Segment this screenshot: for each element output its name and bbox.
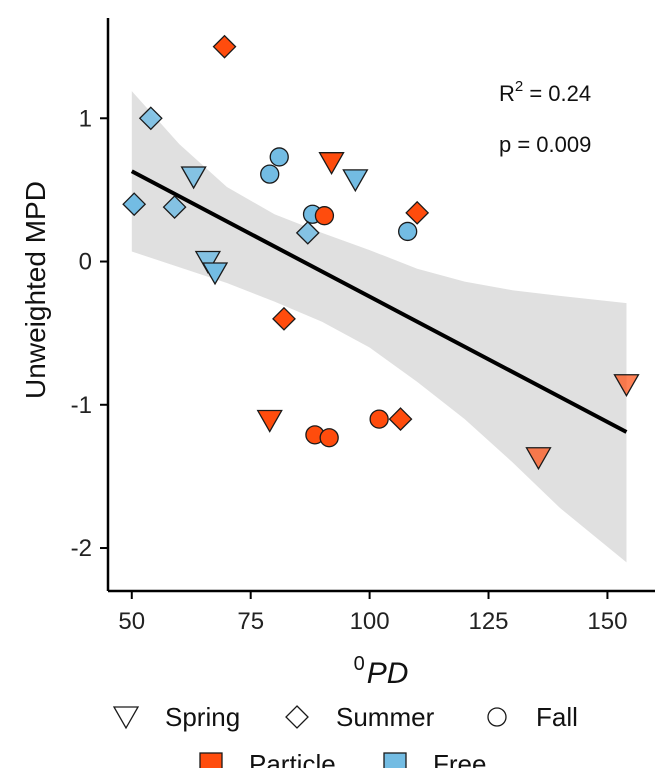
legend-label-particle: Particle — [249, 749, 336, 768]
legend-label-free: Free — [433, 749, 486, 768]
plot-area — [122, 34, 640, 563]
y-tick-label: -2 — [71, 535, 92, 562]
x-tick-label: 75 — [237, 608, 264, 635]
data-point-fall-particle — [369, 409, 389, 429]
legend-label-fall: Fall — [536, 702, 578, 732]
x-axis-title: 0PD — [354, 653, 409, 690]
data-point-summer-free — [162, 195, 187, 220]
legend: Spring Summer Fall Particle Free — [112, 702, 578, 768]
x-tick-label: 125 — [468, 608, 508, 635]
r2-superscript: 2 — [515, 78, 523, 95]
r2-value: = 0.24 — [523, 81, 591, 106]
data-point-spring-free — [201, 262, 229, 286]
x-tick-label: 150 — [587, 608, 627, 635]
y-axis-title: Unweighted MPD — [20, 181, 51, 399]
legend-free-swatch — [383, 752, 407, 768]
data-point-summer-particle — [212, 34, 237, 59]
r2-symbol: R — [499, 81, 515, 106]
data-point-spring-particle — [256, 409, 283, 433]
x-tick-label: 100 — [350, 608, 390, 635]
x-axis-title-text: PD — [367, 657, 409, 690]
data-point-fall-free — [260, 164, 280, 184]
legend-label-spring: Spring — [165, 702, 240, 732]
legend-spring-icon — [112, 706, 140, 730]
y-ticks: -2 -1 0 1 — [71, 105, 108, 562]
data-point-spring-free — [342, 169, 369, 193]
r2-label: R2 = 0.24 — [499, 78, 591, 106]
data-point-summer-particle — [272, 306, 296, 331]
p-value-label: p = 0.009 — [499, 132, 591, 157]
y-tick-label: 1 — [79, 105, 92, 132]
legend-label-summer: Summer — [336, 702, 435, 732]
data-point-spring-particle — [318, 152, 345, 175]
data-point-summer-free — [138, 106, 163, 131]
data-point-spring-free — [180, 166, 207, 190]
data-point-summer-particle — [388, 407, 413, 432]
data-point-summer-particle — [405, 200, 430, 225]
x-axis-title-superscript: 0 — [354, 653, 365, 675]
confidence-band — [131, 91, 627, 563]
data-point-spring-particle — [525, 447, 552, 471]
data-point-fall-free — [269, 147, 289, 167]
legend-summer-icon — [285, 705, 309, 729]
x-tick-label: 50 — [118, 608, 145, 635]
data-point-fall-particle — [319, 428, 339, 448]
data-point-fall-particle — [314, 206, 335, 226]
legend-fall-icon — [487, 707, 507, 727]
data-point-spring-particle — [613, 374, 640, 398]
y-tick-label: 0 — [79, 249, 92, 276]
x-ticks: 50 75 100 125 150 — [118, 591, 627, 635]
regression-line — [130, 169, 628, 434]
legend-particle-swatch — [199, 752, 223, 768]
data-point-spring-free — [194, 250, 222, 274]
y-tick-label: -1 — [71, 392, 92, 419]
data-point-summer-free — [122, 192, 147, 217]
data-point-fall-free — [398, 221, 418, 242]
data-point-summer-free — [295, 220, 320, 245]
